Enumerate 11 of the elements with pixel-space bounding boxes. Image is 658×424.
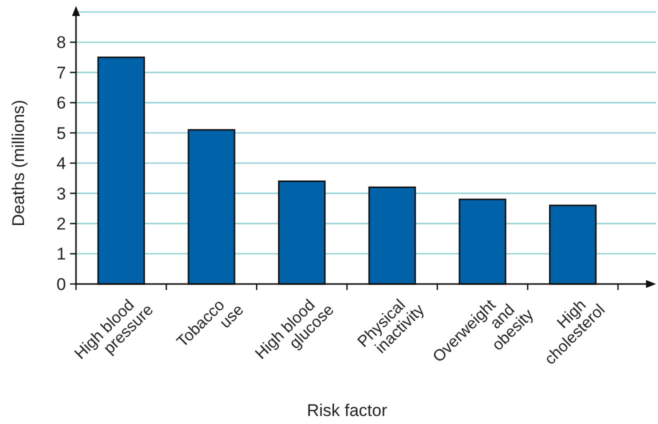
y-tick-label: 5 [56, 124, 66, 143]
y-tick-label: 8 [56, 33, 66, 52]
y-tick-label: 2 [56, 214, 66, 234]
y-tick-label: 6 [56, 94, 66, 113]
x-axis-title: Risk factor [306, 401, 388, 420]
y-axis-title: Deaths (millions) [9, 100, 28, 226]
y-tick-label: 7 [56, 63, 66, 82]
y-tick-label: 0 [56, 274, 66, 294]
y-tick-label: 3 [56, 184, 66, 204]
y-tick-label: 4 [56, 154, 66, 174]
y-tick-label: 1 [56, 244, 66, 264]
